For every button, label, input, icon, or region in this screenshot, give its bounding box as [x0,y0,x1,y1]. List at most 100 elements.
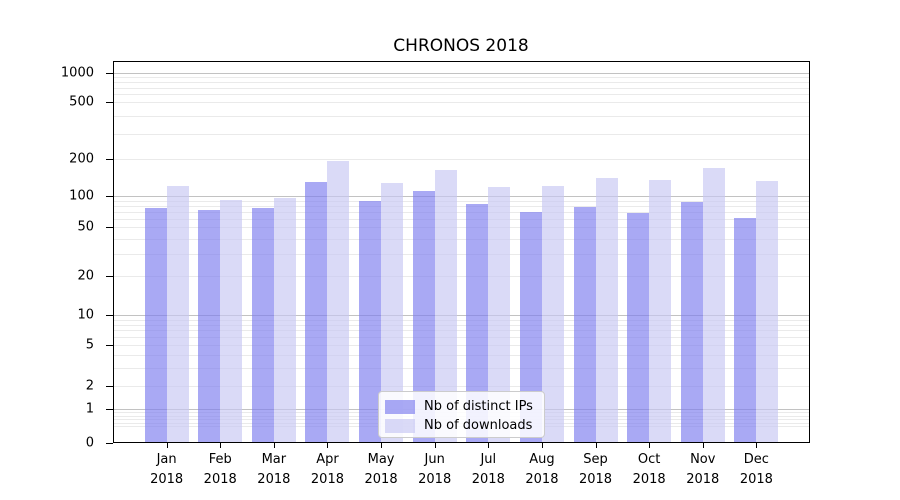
legend-entry-distinct-ips: Nb of distinct IPs [385,397,536,416]
x-axis-tick-label: Oct 2018 [632,452,666,487]
gridline-major [113,315,810,316]
x-axis-tick-label: Aug 2018 [525,452,559,487]
gridline-minor [113,227,810,228]
gridline-minor [113,82,810,84]
x-axis-tickmark [381,443,383,448]
y-axis-tick-label: 10 [77,307,94,323]
y-axis-tick-label: 500 [69,94,94,110]
gridline-minor [113,324,810,326]
bar-downloads [595,178,618,443]
x-axis-tickmark [595,443,597,448]
bar-distinct-ips [680,202,703,443]
bar-downloads [488,186,511,443]
bar-downloads [702,167,725,443]
y-axis-tick-label: 100 [69,188,94,204]
x-axis-tick-label: Dec 2018 [739,452,773,487]
y-axis-tick-label: 50 [77,219,94,235]
bar-distinct-ips [412,190,435,443]
x-axis-tick-label: Mar 2018 [257,452,291,487]
gridline-minor [113,218,810,220]
legend: Nb of distinct IPs Nb of downloads [378,391,545,438]
bar-downloads [166,185,189,443]
gridline-minor [113,77,810,79]
y-axis-tickmark [106,386,113,387]
y-axis-tick-label: 200 [69,151,94,167]
gridline-major [113,73,810,74]
x-axis-tickmark [488,443,490,448]
x-axis-tickmark [327,443,329,448]
x-axis-tickmark [273,443,275,448]
bar-downloads [434,170,457,443]
y-axis-tickmark [106,73,113,74]
x-axis-tick-label: May 2018 [364,452,398,487]
x-axis-tick-label: Feb 2018 [203,452,237,487]
x-axis-tickmark [166,443,168,448]
y-axis-tickmark [106,409,113,410]
y-axis-tickmark [106,102,113,103]
y-axis-tickmark [106,345,113,346]
gridline-minor [113,367,810,369]
x-axis-tickmark [649,443,651,448]
y-axis-tickmark [106,443,113,444]
gridline-minor [113,211,810,213]
legend-label-downloads: Nb of downloads [424,418,533,433]
y-axis-tick-label: 20 [77,268,94,284]
bar-downloads [220,200,243,443]
y-axis-tickmark [106,159,113,160]
y-axis-tick-label: 0 [85,435,94,451]
x-axis-tick-label: Jun 2018 [418,452,452,487]
gridline-minor [113,87,810,89]
bar-distinct-ips [466,203,489,443]
bar-downloads [649,179,672,443]
bar-downloads [541,185,564,443]
y-axis-tickmark [106,315,113,316]
legend-swatch-downloads [385,418,415,433]
x-axis-tickmark [702,443,704,448]
gridline-minor [113,345,810,346]
bar-distinct-ips [519,211,542,443]
legend-swatch-distinct-ips [385,399,415,414]
bar-distinct-ips [251,207,274,443]
x-axis-tick-label: Sep 2018 [578,452,613,487]
bar-downloads [327,160,350,443]
y-axis-tickmark [106,276,113,277]
bar-distinct-ips [305,181,328,443]
bar-distinct-ips [734,218,757,443]
bar-downloads [381,182,404,443]
legend-label-distinct-ips: Nb of distinct IPs [424,399,533,414]
y-axis-tick-label: 5 [85,337,94,353]
gridline-minor [113,276,810,277]
gridline-minor [113,238,810,240]
gridline-minor [113,94,810,96]
gridline-minor [113,330,810,332]
gridline-major [113,196,810,197]
x-axis-tickmark [220,443,222,448]
x-axis-tickmark [541,443,543,448]
gridline-minor [113,200,810,202]
gridline-minor [113,133,810,135]
bar-downloads [273,197,296,443]
chart-title: CHRONOS 2018 [393,36,529,56]
gridline-minor [113,102,810,103]
gridline-minor [113,319,810,321]
x-axis-tickmark [756,443,758,448]
y-axis-tick-label: 1 [85,401,94,417]
y-axis-tickmark [106,227,113,228]
x-axis-tick-label: Apr 2018 [310,452,344,487]
legend-entry-downloads: Nb of downloads [385,416,536,435]
y-axis-tickmark [106,196,113,197]
bar-distinct-ips [573,207,596,443]
gridline-minor [113,159,810,160]
gridline-minor [113,115,810,117]
y-axis-tick-label: 2 [85,378,94,394]
gridline-minor [113,337,810,339]
gridline-minor [113,386,810,387]
bar-distinct-ips [144,208,167,443]
x-axis-tick-label: Jul 2018 [471,452,505,487]
x-axis-tickmark [434,443,436,448]
bar-distinct-ips [359,200,382,443]
gridline-minor [113,354,810,356]
bar-distinct-ips [627,213,650,443]
gridline-minor [113,205,810,207]
